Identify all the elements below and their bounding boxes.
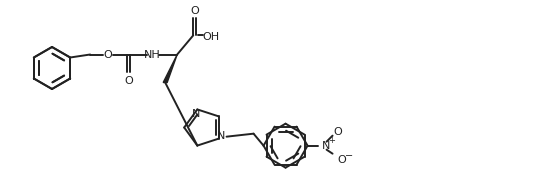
Text: N: N: [217, 131, 226, 141]
Text: O: O: [190, 6, 199, 16]
Text: N: N: [192, 109, 201, 119]
Text: OH: OH: [203, 32, 220, 42]
Text: O: O: [104, 50, 112, 60]
Polygon shape: [163, 54, 177, 83]
Text: O: O: [337, 155, 346, 165]
Text: O: O: [124, 75, 133, 85]
Text: −: −: [344, 151, 352, 161]
Text: NH: NH: [144, 50, 160, 60]
Text: N: N: [322, 141, 331, 151]
Text: O: O: [333, 127, 342, 137]
Text: +: +: [328, 136, 335, 145]
